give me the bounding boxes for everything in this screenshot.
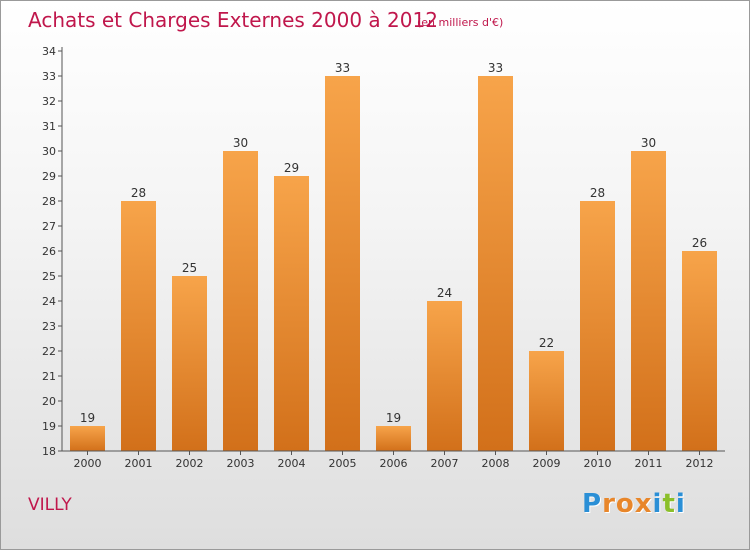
bar — [325, 76, 360, 451]
bar — [121, 201, 156, 451]
x-tick-label: 2003 — [227, 457, 255, 470]
bar — [682, 251, 717, 451]
x-tick-label: 2005 — [329, 457, 357, 470]
data-label: 29 — [284, 161, 299, 175]
x-tick-label: 2012 — [686, 457, 714, 470]
data-label: 24 — [437, 286, 452, 300]
x-tick-label: 2007 — [431, 457, 459, 470]
logo-letter: t — [662, 489, 676, 519]
y-tick-label: 24 — [42, 295, 56, 308]
data-label: 33 — [488, 61, 503, 75]
bar — [478, 76, 513, 451]
bars: 19 28 25 30 29 33 19 24 33 22 28 30 26 — [70, 61, 717, 451]
bar — [70, 426, 105, 451]
data-label: 30 — [233, 136, 248, 150]
data-label: 28 — [590, 186, 605, 200]
logo-letter: i — [652, 489, 663, 519]
chart-subtitle: (en milliers d'€) — [417, 16, 503, 29]
y-tick-label: 26 — [42, 245, 56, 258]
logo-letter: x — [634, 489, 653, 519]
data-label: 33 — [335, 61, 350, 75]
y-tick-label: 25 — [42, 270, 56, 283]
y-tick-label: 27 — [42, 220, 56, 233]
bar — [529, 351, 564, 451]
bar — [223, 151, 258, 451]
x-tick-label: 2010 — [584, 457, 612, 470]
data-label: 28 — [131, 186, 146, 200]
y-tick-label: 19 — [42, 420, 56, 433]
x-tick-label: 2001 — [125, 457, 153, 470]
y-tick-label: 31 — [42, 120, 56, 133]
data-label: 19 — [386, 411, 401, 425]
logo-letter: o — [615, 489, 635, 519]
y-tick-label: 20 — [42, 395, 56, 408]
y-tick-label: 34 — [42, 45, 56, 58]
y-tick-label: 21 — [42, 370, 56, 383]
y-tick-label: 22 — [42, 345, 56, 358]
x-tick-label: 2009 — [533, 457, 561, 470]
x-tick-label: 2000 — [74, 457, 102, 470]
y-axis: 18 19 20 21 22 23 24 25 26 27 28 29 30 31 32 33 34 — [42, 45, 63, 458]
bar — [376, 426, 411, 451]
data-label: 19 — [80, 411, 95, 425]
bar — [631, 151, 666, 451]
commune-name: VILLY — [28, 495, 72, 515]
x-tick-label: 2006 — [380, 457, 408, 470]
x-tick-label: 2008 — [482, 457, 510, 470]
y-tick-label: 30 — [42, 145, 56, 158]
x-tick-label: 2002 — [176, 457, 204, 470]
y-tick-label: 23 — [42, 320, 56, 333]
data-label: 26 — [692, 236, 707, 250]
bar — [580, 201, 615, 451]
bar — [172, 276, 207, 451]
y-tick-label: 18 — [42, 445, 56, 458]
x-axis: 2000 2001 2002 2003 2004 2005 2006 2007 2008 2009… — [62, 450, 725, 470]
data-label: 25 — [182, 261, 197, 275]
data-label: 22 — [539, 336, 554, 350]
data-label: 30 — [641, 136, 656, 150]
logo-letter: P — [582, 489, 603, 519]
y-tick-label: 29 — [42, 170, 56, 183]
logo-letter: r — [602, 489, 616, 519]
chart-title: Achats et Charges Externes 2000 à 2012 — [28, 8, 438, 32]
proxiti-logo: Proxiti — [582, 489, 686, 519]
logo-letter: i — [675, 489, 686, 519]
y-tick-label: 33 — [42, 70, 56, 83]
bar — [427, 301, 462, 451]
y-tick-label: 28 — [42, 195, 56, 208]
x-tick-label: 2004 — [278, 457, 306, 470]
y-tick-label: 32 — [42, 95, 56, 108]
bar — [274, 176, 309, 451]
x-tick-label: 2011 — [635, 457, 663, 470]
